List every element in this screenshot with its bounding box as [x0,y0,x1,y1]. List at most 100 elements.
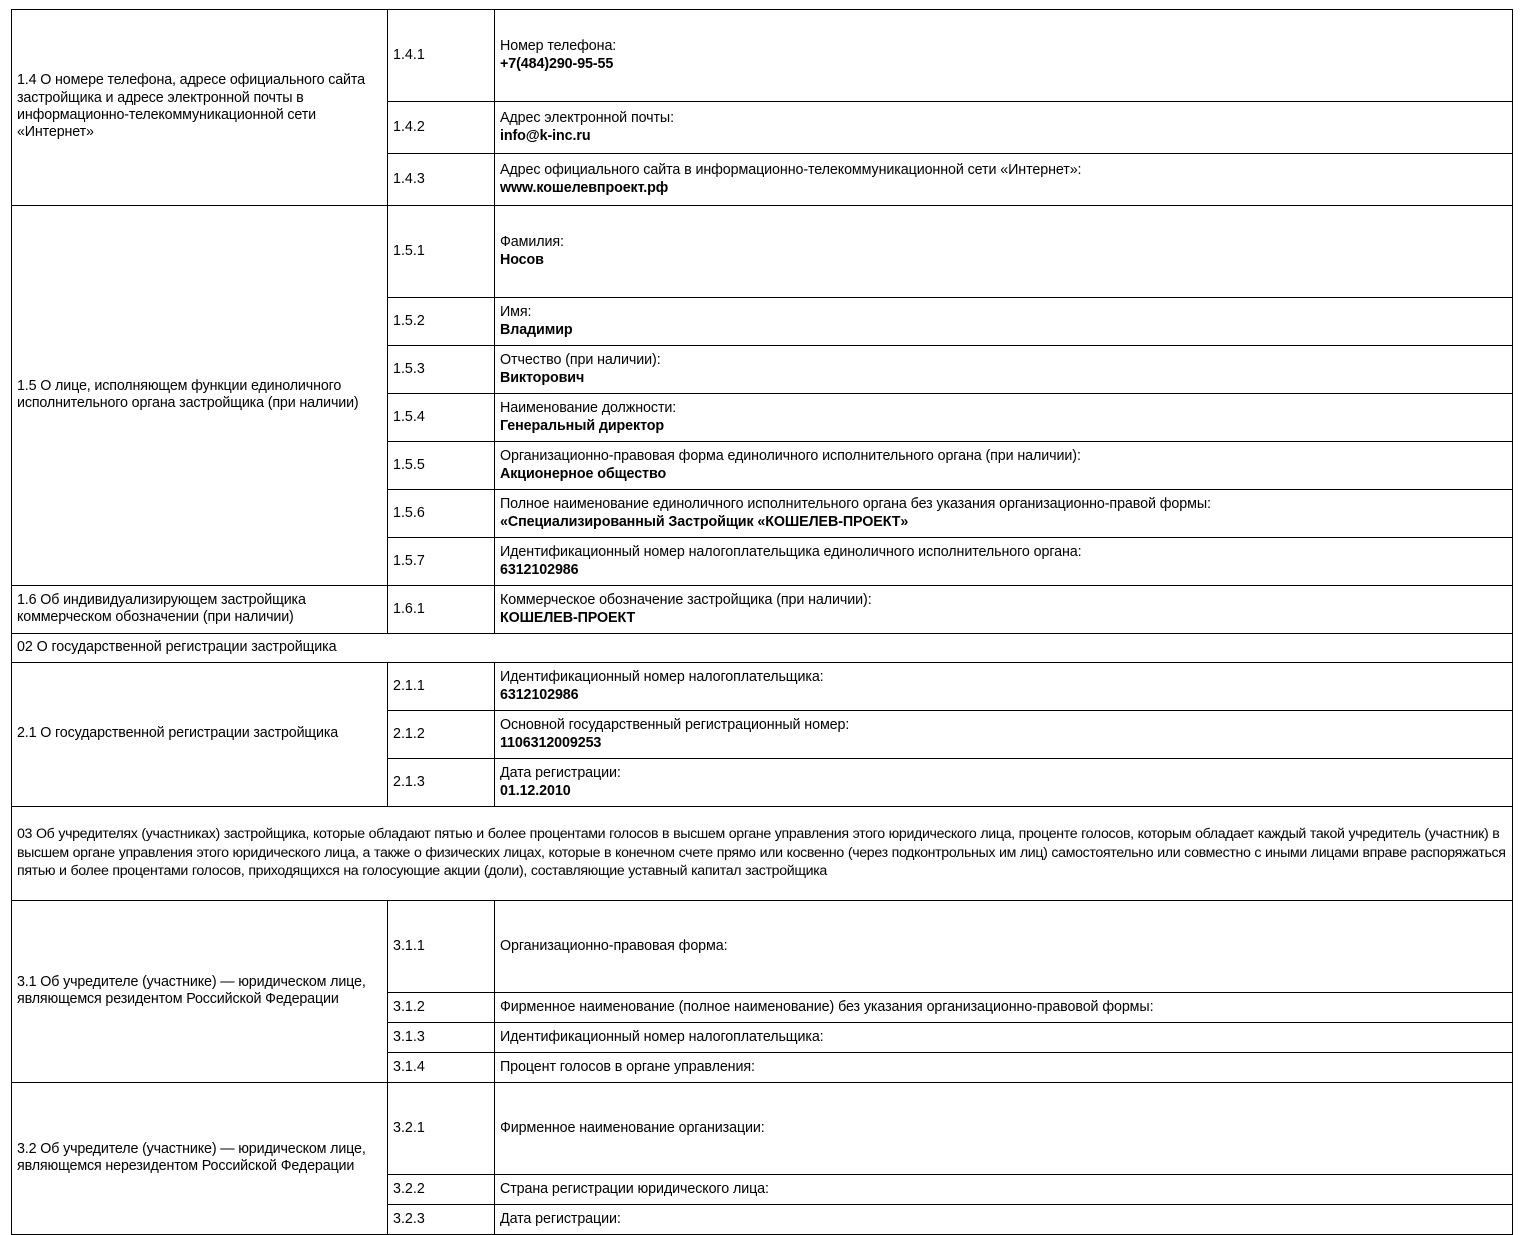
row-code: 2.1.3 [387,758,495,807]
row-field-label: Адрес официального сайта в информационно… [500,161,1082,178]
row-field-value: Носов [500,251,544,268]
row-field-label: Организационно-правовая форма единолично… [500,447,1081,464]
section-banner: 02 О государственной регистрации застрой… [11,633,1513,663]
table-row: 3.1 Об учредителе (участнике) — юридичес… [11,900,1513,1083]
table-row: 3.2 Об учредителе (участнике) — юридичес… [11,1082,1513,1235]
table-row: 1.5.6 Полное наименование единоличного ис… [12,489,1513,538]
row-field-label: Идентификационный номер налогоплательщик… [500,668,824,685]
row-code: 2.1.1 [387,662,495,711]
row-group-label-text: 1.6 Об индивидуализирующем застройщика к… [17,591,306,625]
row-field: Организационно-правовая форма единолично… [494,441,1513,490]
row-field-label: Фирменное наименование организации: [500,1119,765,1136]
row-field-label: Организационно-правовая форма: [500,937,728,954]
row-field-value: КОШЕЛЕВ-ПРОЕКТ [500,609,636,626]
row-group-label: 1.6 Об индивидуализирующем застройщика к… [11,585,388,634]
row-group-label-text: 2.1 О государственной регистрации застро… [17,725,339,742]
row-field-label: Дата регистрации: [500,764,621,781]
row-code: 3.1.2 [387,992,495,1023]
row-group-label-text: 1.4 О номере телефона, адресе официально… [17,72,365,141]
row-field: Отчество (при наличии): Викторович [494,345,1513,394]
row-field-value: Генеральный директор [500,417,665,434]
row-field-value: +7(484)290-95-55 [500,55,614,72]
row-field-label: Полное наименование единоличного исполни… [500,495,1211,512]
row-field-value: info@k-inc.ru [500,127,591,144]
row-field: Идентификационный номер налогоплательщик… [494,662,1513,711]
table-row: 1.5.7 Идентификационный номер налогоплате… [12,537,1513,586]
table-row: 3.1.4 Процент голосов в органе управления… [12,1052,1513,1083]
row-field-label: Наименование должности: [500,399,677,416]
table-row: 3.1.3 Идентификационный номер налогоплате… [12,1022,1513,1053]
row-code: 1.6.1 [387,585,495,634]
declaration-table-body: 1.4 О номере телефона, адресе официально… [11,9,1513,1235]
row-field-value: Акционерное общество [500,465,667,482]
row-field: Фирменное наименование (полное наименова… [494,992,1513,1023]
row-field-value: www.кошелевпроект.рф [500,179,669,196]
row-code: 1.5.4 [387,393,495,442]
row-code: 2.1.2 [387,710,495,759]
document-page: 1.4 О номере телефона, адресе официально… [11,9,1513,1235]
table-row: 1.5.2 Имя: Владимир [12,297,1513,346]
row-code: 1.5.2 [387,297,495,346]
row-field: Номер телефона: +7(484)290-95-55 [494,9,1513,102]
table-row: 2.1.3 Дата регистрации: 01.12.2010 [12,758,1513,807]
row-code: 3.1.4 [387,1052,495,1083]
row-code: 3.1.3 [387,1022,495,1053]
table-row: 2.1 О государственной регистрации застро… [11,662,1513,807]
row-code: 1.5.1 [387,205,495,298]
table-row: 2.1.2 Основной государственный регистраци… [12,710,1513,759]
row-group-label-text: 3.1 Об учредителе (участнике) — юридичес… [17,973,366,1007]
row-field: Фирменное наименование организации: [494,1082,1513,1175]
row-field: Дата регистрации: 01.12.2010 [494,758,1513,807]
row-group-label: 1.4 О номере телефона, адресе официально… [11,9,388,206]
row-field: Идентификационный номер налогоплательщик… [494,537,1513,586]
row-field: Адрес электронной почты: info@k-inc.ru [494,101,1513,154]
row-code: 1.5.5 [387,441,495,490]
row-group-label: 2.1 О государственной регистрации застро… [11,662,388,807]
row-code: 3.1.1 [387,900,495,993]
row-field-value: Владимир [500,321,573,338]
table-row: 1.4.3 Адрес официального сайта в информац… [12,153,1513,206]
row-field: Коммерческое обозначение застройщика (пр… [494,585,1513,634]
row-field-value: Викторович [500,369,585,386]
table-row: 02 О государственной регистрации застрой… [11,633,1513,663]
row-field-label: Дата регистрации: [500,1210,621,1227]
row-field-label: Страна регистрации юридического лица: [500,1180,769,1197]
row-group-label: 3.1 Об учредителе (участнике) — юридичес… [11,900,388,1083]
row-field-value: 1106312009253 [500,734,602,751]
row-field: Идентификационный номер налогоплательщик… [494,1022,1513,1053]
row-group-label-text: 1.5 О лице, исполняющем функции единолич… [17,377,359,411]
row-group-label-text: 3.2 Об учредителе (участнике) — юридичес… [17,1140,366,1174]
table-row: 1.4.2 Адрес электронной почты: info@k-inc.… [12,101,1513,154]
row-field: Страна регистрации юридического лица: [494,1174,1513,1205]
row-field: Адрес официального сайта в информационно… [494,153,1513,206]
row-field: Имя: Владимир [494,297,1513,346]
row-field: Дата регистрации: [494,1204,1513,1235]
row-code: 1.5.3 [387,345,495,394]
section-paragraph-text: 03 Об учредителях (участниках) застройщи… [17,825,1506,880]
row-field-value: 01.12.2010 [500,782,571,799]
row-code: 3.2.3 [387,1204,495,1235]
row-code: 1.4.2 [387,101,495,154]
section-paragraph: 03 Об учредителях (участниках) застройщи… [11,806,1513,901]
row-field-label: Процент голосов в органе управления: [500,1058,755,1075]
row-code: 1.5.7 [387,537,495,586]
row-field-label: Адрес электронной почты: [500,109,674,126]
row-group-label: 3.2 Об учредителе (участнике) — юридичес… [11,1082,388,1235]
row-field-label: Идентификационный номер налогоплательщик… [500,543,1082,560]
row-code: 1.4.3 [387,153,495,206]
row-code: 1.4.1 [387,9,495,102]
table-row: 03 Об учредителях (участниках) застройщи… [11,806,1513,901]
declaration-table: 1.4 О номере телефона, адресе официально… [11,9,1513,1235]
row-field-label: Отчество (при наличии): [500,351,661,368]
section-banner-text: 02 О государственной регистрации застрой… [17,639,337,656]
row-field-label: Основной государственный регистрационный… [500,716,850,733]
table-row: 1.5.3 Отчество (при наличии): Викторович [12,345,1513,394]
row-field-value: «Специализированный Застройщик «КОШЕЛЕВ-… [500,513,909,530]
row-field-label: Коммерческое обозначение застройщика (пр… [500,591,872,608]
table-row: 1.5.4 Наименование должности: Генеральный … [12,393,1513,442]
row-field: Полное наименование единоличного исполни… [494,489,1513,538]
row-code: 3.2.1 [387,1082,495,1175]
table-row: 1.5 О лице, исполняющем функции единолич… [11,205,1513,586]
row-field: Фамилия: Носов [494,205,1513,298]
row-field-value: 6312102986 [500,686,579,703]
